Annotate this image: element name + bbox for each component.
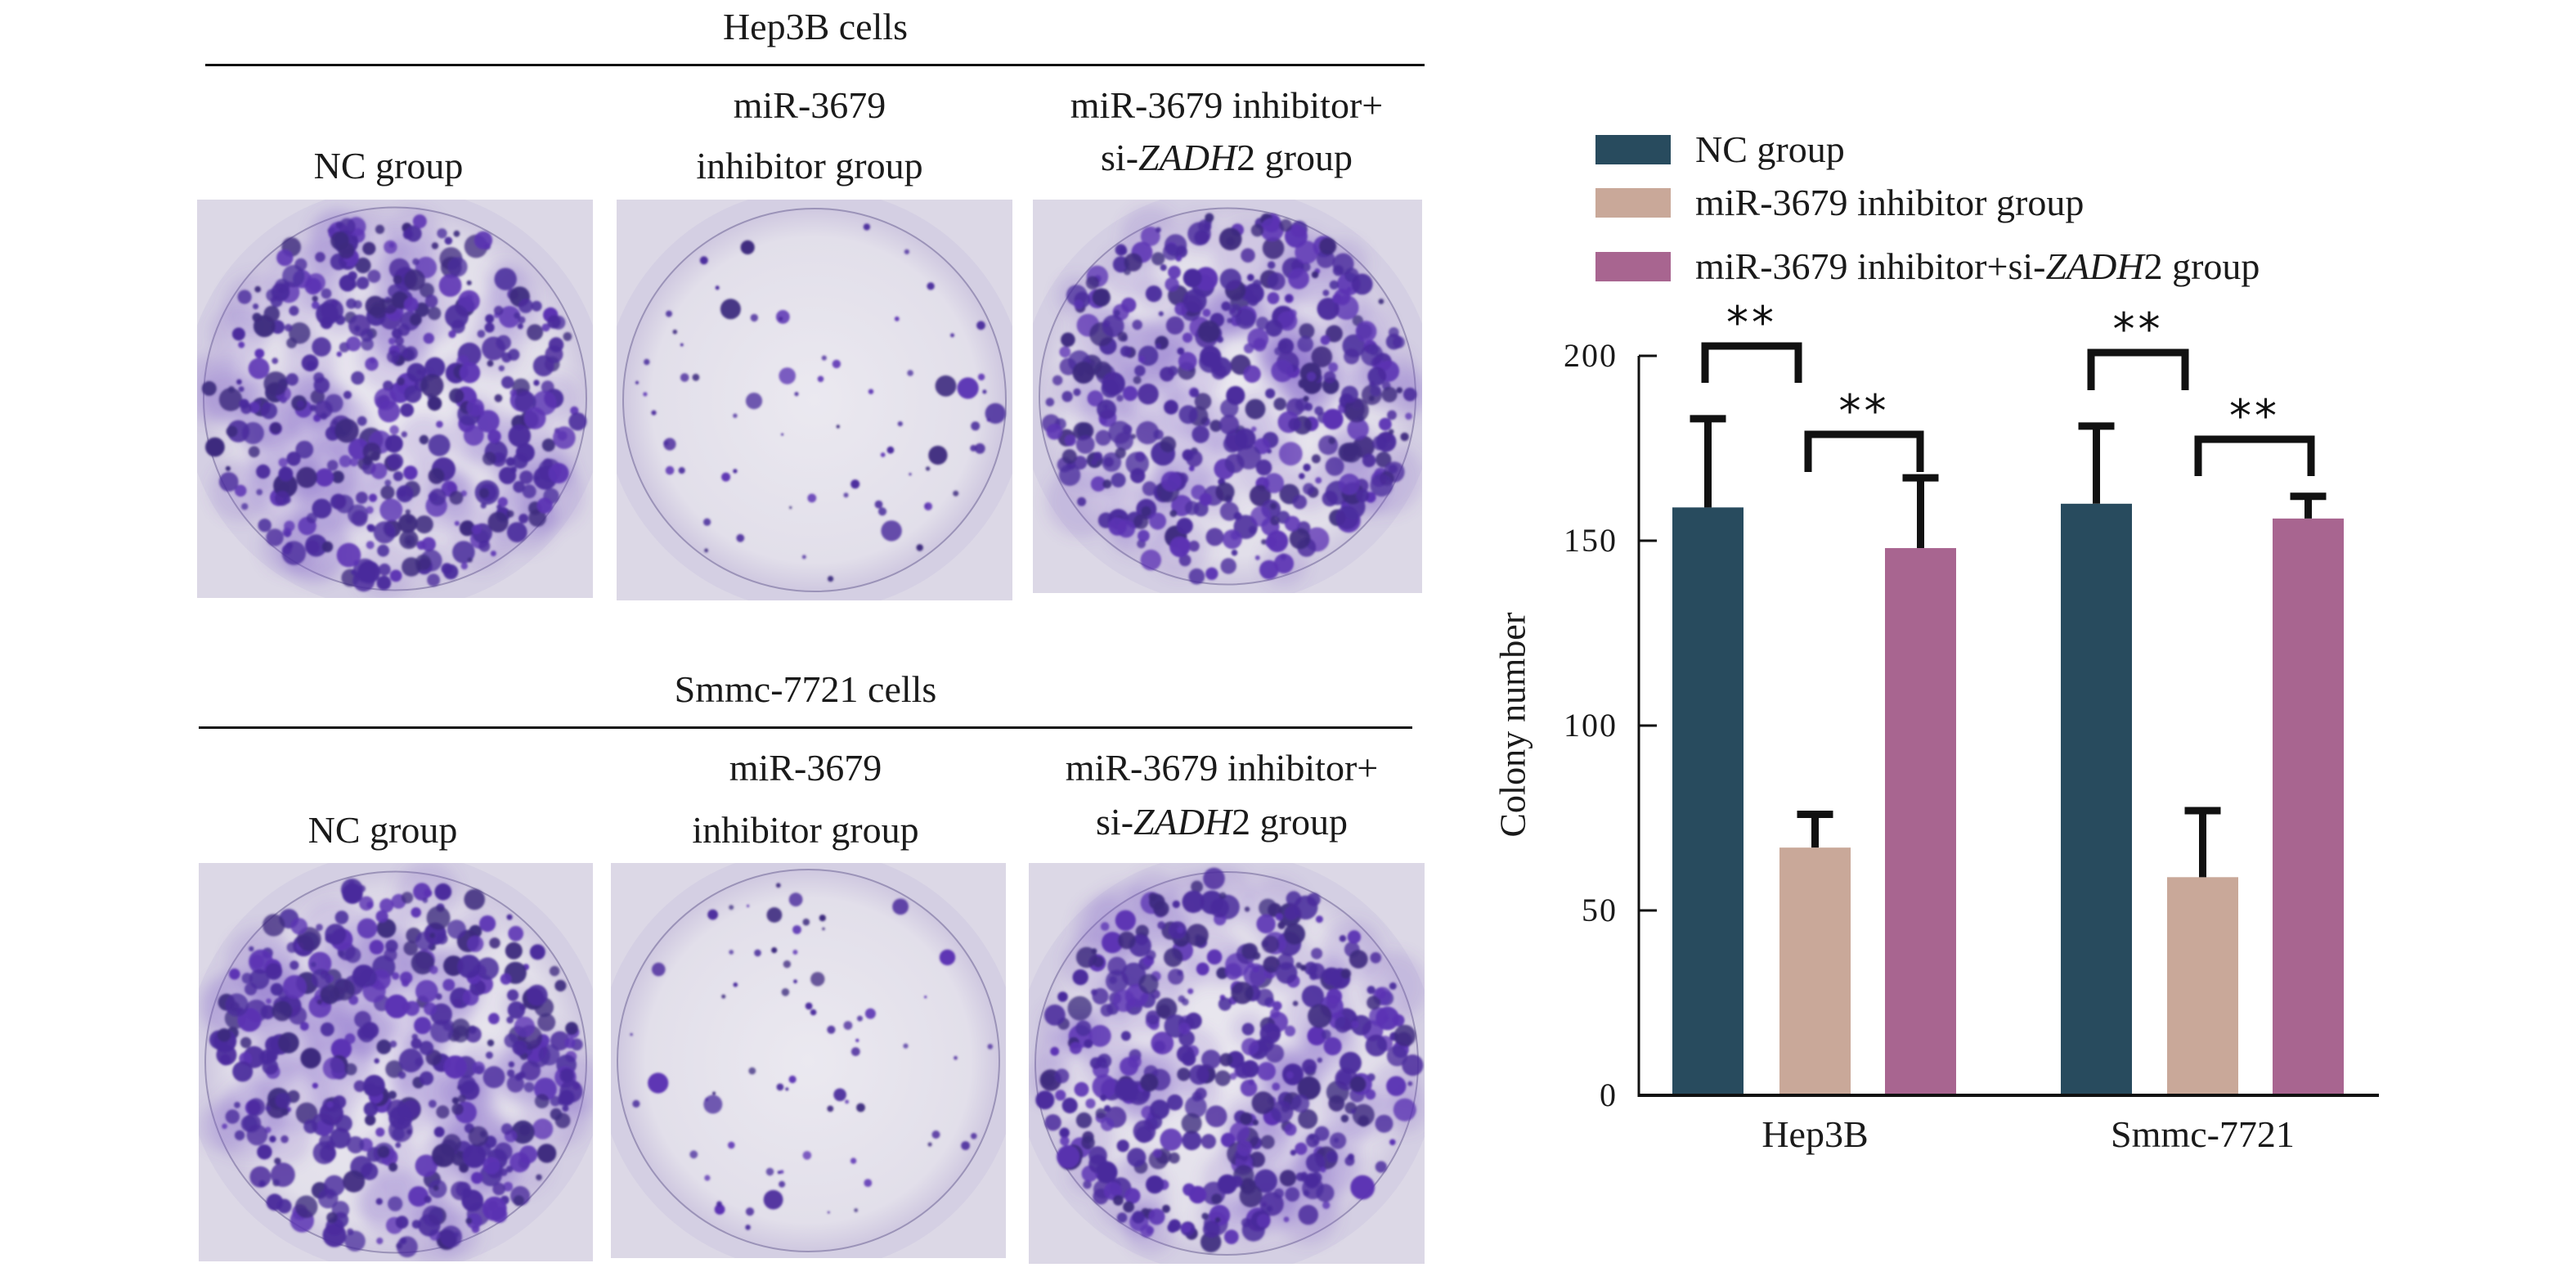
significance-asterisks: ** xyxy=(2229,390,2280,442)
smmc7721-panel-title: Smmc-7721 cells xyxy=(674,668,937,710)
legend-label-zadh2: miR-3679 inhibitor+si-ZADH2 group xyxy=(1695,248,2260,285)
label-suffix: 2 group xyxy=(1236,137,1353,178)
y-tick-label: 200 xyxy=(1564,337,1618,374)
smmc7721-col-inhibitor-line2: inhibitor group xyxy=(692,809,919,851)
smmc7721-nc-plate-photo xyxy=(199,863,593,1261)
bar-smmc-7721-inhibitor xyxy=(2167,877,2238,1095)
significance-asterisks: ** xyxy=(2113,303,2164,355)
hep3b-panel-title: Hep3B cells xyxy=(722,6,909,47)
label-prefix: si- xyxy=(1101,137,1139,178)
significance-bracket xyxy=(1701,342,1802,383)
legend-item-zadh2: miR-3679 inhibitor+si-ZADH2 group xyxy=(1595,248,2260,285)
hep3b-zadh2-plate-photo xyxy=(1033,200,1422,593)
legend-label-nc: NC group xyxy=(1695,131,1845,169)
smmc7721-inhibitor-plate-photo xyxy=(611,863,1006,1258)
smmc7721-col-zadh2-line1: miR-3679 inhibitor+ xyxy=(1065,747,1379,789)
y-tick-label: 150 xyxy=(1564,522,1618,559)
legend-text: miR-3679 inhibitor group xyxy=(1695,182,2085,223)
bar-hep3b-inhibitor xyxy=(1779,847,1851,1095)
legend-text: NC group xyxy=(1695,128,1845,170)
legend-swatch-inhibitor xyxy=(1595,188,1671,218)
legend-text-prefix: miR-3679 inhibitor+si- xyxy=(1695,245,2046,287)
significance-bracket xyxy=(2087,348,2189,390)
smmc7721-title-rule xyxy=(199,726,1412,729)
hep3b-col-inhibitor-line1: miR-3679 xyxy=(733,84,886,126)
legend-item-nc: NC group xyxy=(1595,131,1845,169)
petri-dish-image xyxy=(197,200,593,598)
hep3b-col-nc-label: NC group xyxy=(313,145,464,187)
smmc7721-zadh2-plate-photo xyxy=(1029,863,1425,1264)
petri-dish-image xyxy=(1029,863,1425,1264)
hep3b-col-zadh2-line1: miR-3679 inhibitor+ xyxy=(1070,84,1384,126)
significance-asterisks: ** xyxy=(1726,297,1777,348)
y-tick-label: 50 xyxy=(1582,892,1618,928)
gene-name-italic: ZADH xyxy=(2045,245,2144,287)
smmc7721-col-zadh2-line2: si-ZADH2 group xyxy=(1096,803,1348,841)
legend-item-inhibitor: miR-3679 inhibitor group xyxy=(1595,184,2084,222)
petri-dish-image xyxy=(611,863,1006,1258)
gene-name-italic: ZADH xyxy=(1133,801,1232,843)
bar-hep3b-nc xyxy=(1672,507,1744,1095)
legend-text-suffix: 2 group xyxy=(2143,245,2260,287)
label-prefix: si- xyxy=(1096,801,1134,843)
bar-smmc-7721-zadh2 xyxy=(2273,518,2344,1095)
gene-name-italic: ZADH xyxy=(1138,137,1237,178)
significance-bracket xyxy=(2194,435,2315,476)
petri-dish-image xyxy=(1033,200,1422,593)
significance-bracket xyxy=(1804,430,1924,472)
petri-dish-image xyxy=(199,863,593,1261)
smmc7721-col-nc-label: NC group xyxy=(307,809,458,851)
hep3b-col-zadh2-line2: si-ZADH2 group xyxy=(1101,139,1353,177)
smmc7721-col-inhibitor-line1: miR-3679 xyxy=(729,747,882,789)
hep3b-nc-plate-photo xyxy=(197,200,593,598)
x-category-label: Smmc-7721 xyxy=(2111,1113,2295,1155)
legend-swatch-zadh2 xyxy=(1595,252,1671,281)
hep3b-inhibitor-plate-photo xyxy=(617,200,1012,600)
legend-label-inhibitor: miR-3679 inhibitor group xyxy=(1695,184,2084,222)
y-tick-label: 0 xyxy=(1600,1076,1618,1113)
bar-hep3b-zadh2 xyxy=(1885,548,1956,1095)
y-tick-label: 100 xyxy=(1564,707,1618,744)
hep3b-title-rule xyxy=(205,64,1425,66)
legend-swatch-nc xyxy=(1595,135,1671,164)
bar-smmc-7721-nc xyxy=(2061,503,2132,1095)
label-suffix: 2 group xyxy=(1232,801,1348,843)
petri-dish-image xyxy=(617,200,1012,600)
significance-asterisks: ** xyxy=(1839,385,1890,437)
hep3b-col-inhibitor-line2: inhibitor group xyxy=(696,145,923,187)
x-category-label: Hep3B xyxy=(1761,1113,1869,1155)
